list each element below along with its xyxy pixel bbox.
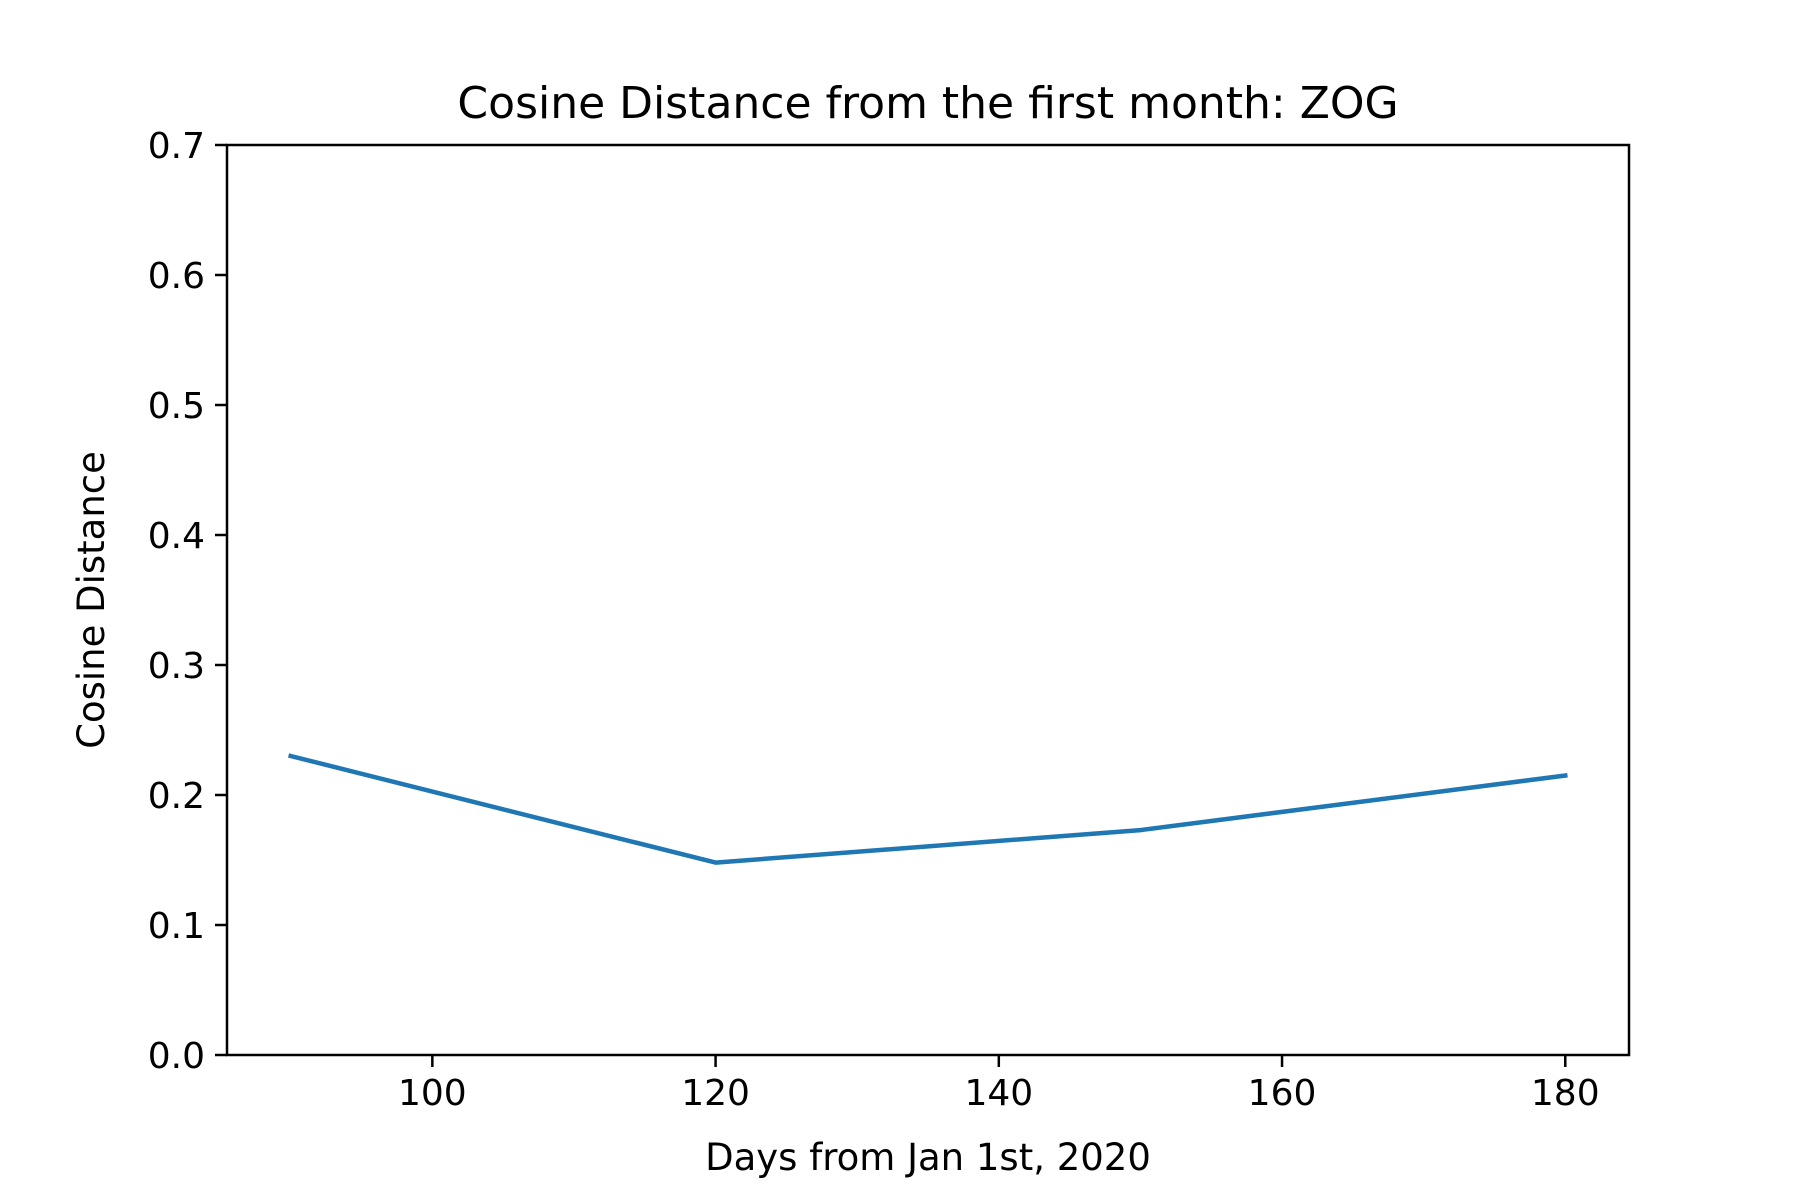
y-tick-label: 0.3 — [148, 646, 205, 687]
y-tick-label: 0.7 — [148, 126, 205, 167]
chart-title: Cosine Distance from the first month: ZO… — [457, 78, 1398, 129]
series-line — [288, 753, 1568, 865]
x-axis-ticks: 100 120 140 160 180 — [398, 1055, 1600, 1114]
x-tick-label: 160 — [1248, 1073, 1317, 1114]
x-axis-label: Days from Jan 1st, 2020 — [705, 1136, 1151, 1179]
y-tick-label: 0.0 — [148, 1036, 205, 1077]
x-tick-label: 180 — [1531, 1073, 1600, 1114]
series-layer — [288, 753, 1568, 865]
y-axis-label: Cosine Distance — [70, 451, 113, 749]
y-tick-label: 0.5 — [148, 386, 205, 427]
x-tick-label: 140 — [964, 1073, 1033, 1114]
x-tick-label: 120 — [681, 1073, 750, 1114]
x-tick-label: 100 — [398, 1073, 467, 1114]
y-tick-label: 0.1 — [148, 906, 205, 947]
y-axis-ticks: 0.0 0.1 0.2 0.3 0.4 0.5 0.6 0.7 — [148, 126, 227, 1077]
plot-area-frame — [225, 143, 1631, 1057]
y-tick-label: 0.6 — [148, 256, 205, 297]
y-tick-label: 0.2 — [148, 776, 205, 817]
y-tick-label: 0.4 — [148, 516, 205, 557]
